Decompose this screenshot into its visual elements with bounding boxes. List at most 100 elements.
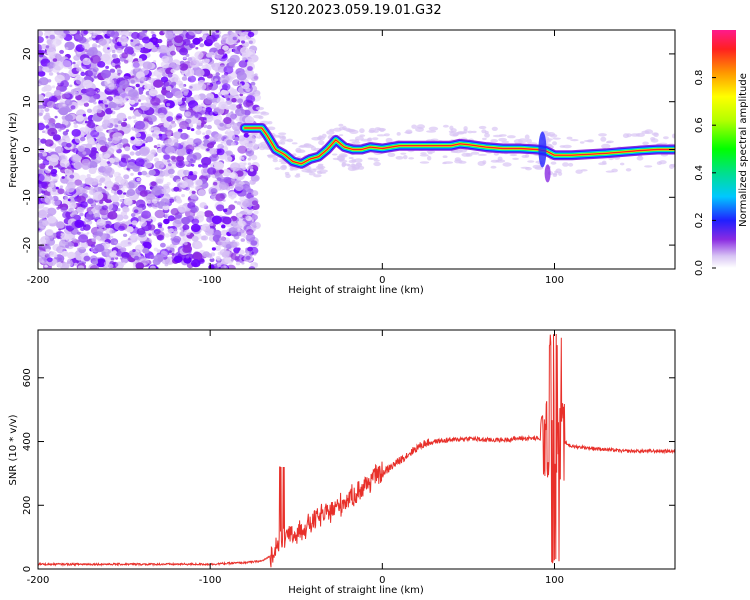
noise-blob (81, 162, 90, 170)
noise-blob (140, 102, 151, 111)
ridge-halo (549, 134, 558, 138)
noise-blob (52, 134, 61, 141)
noise-blob (132, 249, 136, 252)
ridge-halo (253, 111, 261, 114)
noise-blob (197, 189, 206, 196)
noise-blob (163, 218, 170, 225)
noise-blob (41, 151, 48, 157)
ridge-halo (274, 167, 281, 171)
noise-blob (171, 238, 180, 246)
noise-blob (220, 265, 228, 269)
noise-blob (130, 136, 135, 141)
noise-blob (74, 34, 81, 40)
noise-blob (55, 34, 64, 42)
noise-blob (94, 204, 102, 211)
noise-blob (84, 117, 88, 121)
noise-blob (71, 162, 75, 166)
noise-blob (117, 72, 121, 76)
noise-blob (189, 198, 196, 205)
colorbar-ticks: 0.0 0.2 0.4 0.6 0.8 (694, 70, 716, 276)
noise-blob (206, 253, 212, 258)
noise-blob (89, 265, 100, 269)
noise-blob (203, 114, 214, 123)
noise-blob (164, 233, 170, 238)
noise-blob (113, 171, 121, 178)
noise-blob (232, 46, 243, 54)
ridge-halo (493, 152, 499, 156)
noise-blob (47, 207, 57, 216)
noise-blob (129, 99, 136, 105)
noise-blob (183, 229, 191, 236)
noise-blob (130, 172, 134, 176)
noise-blob (123, 197, 133, 206)
noise-blob (204, 134, 210, 139)
noise-blob (147, 217, 152, 222)
noise-blob (246, 147, 251, 152)
noise-blob (44, 125, 50, 129)
noise-blob (49, 154, 59, 163)
noise-blob (125, 221, 130, 225)
noise-blob (141, 170, 148, 176)
ridge-halo (552, 141, 557, 146)
noise-blob (213, 93, 219, 99)
noise-blob (163, 122, 170, 128)
ridge-halo (625, 168, 632, 172)
noise-blob (61, 176, 65, 179)
noise-blob (180, 142, 185, 146)
spec-xtick-label: 0 (379, 275, 385, 286)
noise-blob (149, 85, 155, 90)
noise-blob (169, 243, 175, 248)
noise-blob (238, 60, 248, 68)
noise-blob (96, 231, 103, 237)
noise-blob (75, 77, 86, 85)
noise-blob (240, 184, 251, 193)
noise-blob (113, 134, 117, 137)
spectrogram-x-label: Height of straight line (km) (288, 285, 424, 296)
ridge-halo (641, 130, 650, 134)
noise-blob (123, 174, 130, 180)
ridge-halo (304, 144, 314, 149)
ridge-halo (284, 171, 290, 176)
ridge-halo (518, 138, 528, 144)
noise-blob (231, 122, 242, 131)
noise-blob (41, 259, 48, 265)
ridge-halo (442, 155, 448, 158)
noise-blob (153, 145, 158, 149)
ridge-halo (298, 145, 307, 148)
noise-blob (109, 238, 119, 246)
ridge-halo (341, 162, 347, 167)
spectrogram-ridge (239, 106, 675, 183)
noise-blob (205, 228, 214, 236)
noise-blob (58, 128, 62, 132)
noise-blob (77, 265, 85, 269)
ridge-halo (454, 157, 462, 162)
noise-blob (92, 35, 96, 39)
noise-blob (112, 54, 117, 58)
noise-blob (178, 161, 184, 167)
noise-blob (91, 43, 98, 49)
ridge-halo (656, 161, 663, 166)
noise-blob (161, 55, 170, 63)
ridge-halo (279, 136, 287, 140)
noise-blob (130, 39, 134, 42)
ridge-halo (521, 155, 528, 158)
ridge-halo (255, 106, 265, 111)
noise-blob (218, 181, 229, 190)
ridge-halo (601, 160, 607, 165)
ridge-halo (348, 157, 354, 159)
spectrogram-y-label: Frequency (Hz) (8, 112, 19, 188)
noise-blob (183, 241, 188, 246)
ridge-halo (385, 137, 393, 143)
noise-blob (230, 31, 235, 36)
noise-blob (127, 241, 131, 245)
noise-blob (56, 235, 61, 240)
noise-blob (38, 238, 47, 245)
noise-blob (38, 112, 43, 116)
noise-blob (105, 224, 111, 229)
noise-blob (226, 97, 231, 101)
noise-blob (108, 101, 117, 109)
noise-blob (191, 259, 201, 268)
noise-blob (215, 30, 220, 33)
noise-blob (38, 77, 49, 86)
